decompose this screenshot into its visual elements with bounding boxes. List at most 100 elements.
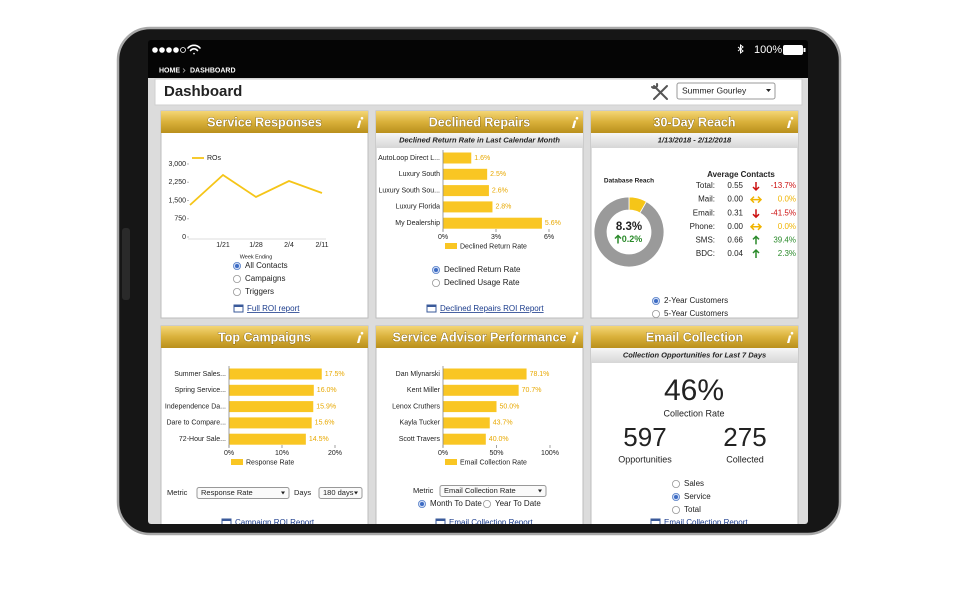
radio-label: All Contacts [245, 261, 288, 270]
radio-button[interactable] [232, 274, 241, 283]
signal-dot [152, 47, 158, 53]
contact-label: Phone: [690, 222, 715, 231]
report-link[interactable]: Email Collection Report [664, 518, 748, 527]
legend-label: ROs [207, 155, 222, 162]
radio-button[interactable] [672, 479, 681, 488]
report-link[interactable]: Email Collection Report [449, 518, 533, 527]
data-line [189, 173, 323, 206]
donut-value: 8.3% [616, 221, 642, 233]
panel-title: Top Campaigns [218, 330, 311, 344]
kpi-value: 46% [664, 374, 724, 407]
donut-slice [593, 196, 665, 268]
y-tick-label: 2,250 [168, 179, 186, 186]
value-label: 70.7% [522, 387, 542, 394]
signal-dot [166, 47, 172, 53]
radio-label: Sales [684, 479, 704, 488]
panel-title: Service Advisor Performance [393, 330, 567, 344]
radio-button[interactable] [232, 287, 241, 296]
panel [160, 110, 369, 319]
panel-subtitle: Collection Opportunities for Last 7 Days [623, 350, 766, 359]
x-tick-label: 2/4 [284, 242, 294, 249]
trend-arrow [749, 223, 763, 231]
user-dropdown[interactable] [676, 82, 776, 100]
category-label: Kent Miller [407, 387, 441, 394]
bar [443, 217, 542, 229]
contacts-title: Average Contacts [707, 170, 775, 179]
select-arrow [354, 491, 358, 495]
value-label: 50.0% [500, 403, 520, 410]
bar [229, 433, 306, 445]
value-label: 2.5% [490, 171, 506, 178]
kpi-value: 597 [623, 422, 666, 452]
radio-button[interactable] [672, 505, 681, 514]
category-label: Dan Mlynarski [396, 371, 441, 378]
user-name: Summer Gourley [682, 85, 747, 95]
radio-label: Triggers [245, 287, 274, 296]
info-icon[interactable] [357, 120, 362, 129]
bar [443, 152, 472, 164]
radio-label: Service [684, 492, 711, 501]
radio-label: Declined Usage Rate [444, 278, 520, 287]
radio-button[interactable] [482, 499, 491, 508]
legend-swatch [231, 459, 243, 465]
select-box[interactable] [196, 487, 290, 499]
radio-button[interactable] [652, 309, 661, 318]
select-box[interactable] [439, 485, 547, 497]
signal-dot [173, 47, 179, 53]
radio-dot [434, 268, 438, 272]
trend-arrow [752, 182, 760, 192]
value-label: 16.0% [317, 387, 337, 394]
legend-label: Declined Return Rate [460, 243, 527, 250]
panel-title: Email Collection [646, 330, 743, 344]
info-icon-dot [575, 331, 579, 335]
x-tick-label: 100% [541, 450, 559, 457]
contact-value: 0.66 [727, 236, 743, 245]
panel-header [591, 111, 798, 133]
info-icon[interactable] [787, 335, 792, 344]
screen: 100% HOME DASHBOARD Dashboard Summer Gou… [148, 40, 808, 527]
x-tick-label: 1/21 [216, 242, 230, 249]
report-link[interactable]: Campaign ROI Report [235, 518, 315, 527]
category-label: Dare to Compare... [166, 420, 226, 427]
info-icon[interactable] [787, 120, 792, 129]
panel-title: Declined Repairs [429, 115, 530, 129]
report-link[interactable]: Declined Repairs ROI Report [440, 304, 544, 313]
contact-value: 0.04 [727, 249, 743, 258]
radio-label: 5-Year Customers [664, 309, 728, 318]
bar [229, 368, 322, 380]
trend-arrow [614, 234, 622, 244]
value-label: 5.6% [545, 220, 561, 227]
value-label: 1.6% [474, 155, 490, 162]
control-label: Metric [413, 486, 434, 495]
info-icon[interactable] [572, 335, 577, 344]
legend-swatch [445, 459, 457, 465]
radio-button[interactable] [431, 278, 440, 287]
breadcrumb-item[interactable]: HOME [159, 67, 180, 74]
report-icon-bar [436, 519, 445, 521]
info-icon[interactable] [572, 120, 577, 129]
select-box[interactable] [318, 487, 363, 499]
panel-header [376, 326, 583, 348]
report-link[interactable]: Full ROI report [247, 304, 300, 313]
category-label: 72-Hour Sale... [179, 436, 226, 443]
radio-label: 2-Year Customers [664, 296, 728, 305]
x-tick-label: 1/28 [249, 242, 263, 249]
x-axis-label: Week Ending [240, 254, 273, 260]
value-label: 40.0% [489, 436, 509, 443]
category-label: Luxury South [399, 171, 440, 178]
value-label: 14.5% [309, 436, 329, 443]
radio-dot [235, 264, 239, 268]
value-label: 15.6% [315, 420, 335, 427]
contact-change: 0.0% [778, 222, 796, 231]
tools-icon[interactable] [651, 83, 668, 100]
bar [443, 168, 488, 180]
contact-change: -41.5% [771, 208, 796, 217]
dropdown-arrow [766, 89, 771, 92]
info-icon[interactable] [357, 335, 362, 344]
category-label: Summer Sales... [174, 371, 226, 378]
subtitle-bar [591, 133, 798, 148]
radio-label: Year To Date [495, 499, 541, 508]
x-tick-label: 0% [438, 234, 448, 241]
bar [443, 368, 527, 380]
control-label: Days [294, 488, 311, 497]
